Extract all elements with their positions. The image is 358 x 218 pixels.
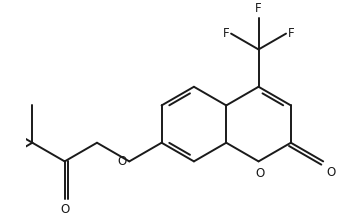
Text: O: O: [117, 155, 126, 168]
Text: O: O: [60, 203, 69, 216]
Text: F: F: [255, 2, 262, 15]
Text: F: F: [223, 27, 229, 40]
Text: F: F: [288, 27, 295, 40]
Text: O: O: [256, 167, 265, 180]
Text: O: O: [326, 166, 335, 179]
